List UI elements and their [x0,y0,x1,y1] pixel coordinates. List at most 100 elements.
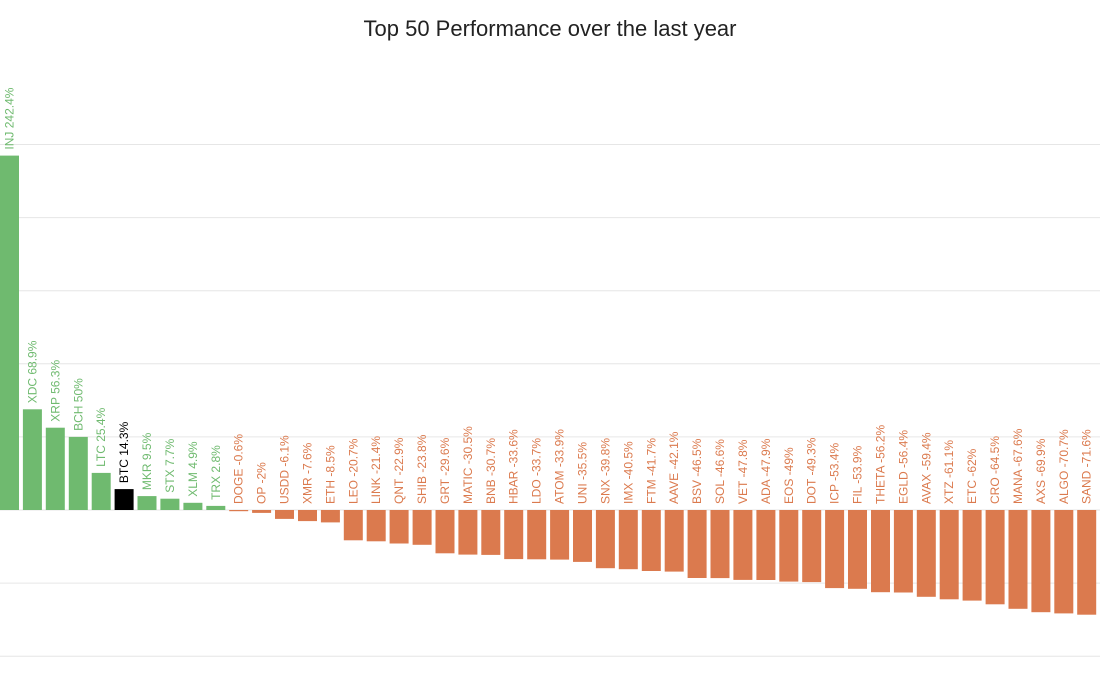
data-label-eos: EOS -49% [782,447,796,504]
bar-leo [343,510,363,541]
data-label-xtz: XTZ -61.1% [942,440,956,504]
bar-fil [848,510,867,589]
data-label-sand: SAND -71.6% [1080,429,1094,504]
data-label-xlm: XLM 4.9% [186,441,200,497]
bar-xtz [939,510,959,600]
bar-ada [756,510,776,580]
bar-bch [68,436,88,510]
data-label-grt: GRT -29.6% [438,437,452,504]
data-label-avax: AVAX -59.4% [919,432,933,504]
data-label-qnt: QNT -22.9% [392,437,406,504]
data-label-axs: AXS -69.9% [1034,438,1048,504]
bar-ftm [641,510,661,571]
bar-xrp [45,427,65,510]
chart-title: Top 50 Performance over the last year [363,16,737,41]
bar-snx [595,510,615,569]
bar-axs [1031,510,1051,613]
data-label-uni: UNI -35.5% [576,442,590,504]
bar-xlm [183,502,203,510]
data-label-bnb: BNB -30.7% [484,438,498,504]
data-label-btc: BTC 14.3% [117,421,131,483]
data-label-dot: DOT -49.3% [805,437,819,504]
bar-op [252,510,272,513]
data-label-matic: MATIC -30.5% [461,426,475,504]
bar-eth [320,510,340,523]
data-label-vet: VET -47.8% [736,439,750,504]
bar-hbar [504,510,524,560]
bar-uni [573,510,592,562]
bar-atom [550,510,570,560]
data-label-hbar: HBAR -33.6% [507,429,521,504]
bar-shib [412,510,432,545]
bar-inj [0,155,19,510]
bar-qnt [389,510,409,544]
bars [0,155,1097,615]
bar-theta [871,510,890,593]
data-label-algo: ALGO -70.7% [1057,429,1071,504]
bar-mana [1008,510,1028,609]
bar-sol [710,510,730,579]
data-label-xmr: XMR -7.6% [301,442,315,504]
data-label-mkr: MKR 9.5% [140,432,154,490]
data-label-fil: FIL -53.9% [851,445,865,504]
data-label-eth: ETH -8.5% [323,445,337,504]
data-label-stx: STX 7.7% [163,438,177,492]
bar-mkr [137,496,157,510]
bar-cro [985,510,1005,605]
bar-aave [664,510,684,572]
bar-vet [733,510,753,580]
data-label-usdd: USDD -6.1% [278,435,292,504]
bar-eos [779,510,799,582]
gridlines [0,144,1100,657]
data-label-op: OP -2% [255,462,269,504]
bar-btc [114,489,134,510]
data-label-cro: CRO -64.5% [988,436,1002,504]
data-label-bch: BCH 50% [71,378,85,431]
data-label-mana: MANA -67.6% [1011,428,1025,504]
bar-xdc [22,409,42,510]
data-label-link: LINK -21.4% [369,436,383,504]
bar-bnb [481,510,501,555]
bar-stx [160,498,180,510]
data-label-doge: DOGE -0.6% [232,434,246,504]
data-label-inj: INJ 242.4% [3,87,17,149]
bar-icp [825,510,845,589]
data-label-trx: TRX 2.8% [209,445,223,500]
data-label-bsv: BSV -46.5% [690,438,704,504]
data-label-theta: THETA -56.2% [874,425,888,504]
bar-avax [916,510,936,597]
bar-grt [435,510,455,554]
data-label-ftm: FTM -41.7% [644,438,658,504]
data-label-xdc: XDC 68.9% [25,340,39,403]
data-label-egld: EGLD -56.4% [896,430,910,504]
data-label-ltc: LTC 25.4% [94,407,108,466]
bar-imx [618,510,638,570]
data-label-shib: SHIB -23.8% [415,434,429,504]
bar-trx [206,505,226,510]
data-label-atom: ATOM -33.9% [553,429,567,504]
bar-dot [802,510,822,583]
bar-algo [1054,510,1074,614]
bar-etc [962,510,982,601]
data-label-imx: IMX -40.5% [621,441,635,504]
bar-bsv [687,510,707,578]
bar-ltc [91,472,111,510]
bar-xmr [298,510,317,522]
bar-usdd [275,510,294,519]
bar-sand [1077,510,1097,615]
data-label-snx: SNX -39.8% [598,438,612,504]
data-label-xrp: XRP 56.3% [48,360,62,422]
data-label-leo: LEO -20.7% [346,438,360,504]
bar-link [366,510,386,542]
data-label-ldo: LDO -33.7% [530,438,544,504]
bar-ldo [527,510,547,560]
data-label-ada: ADA -47.9% [759,438,773,504]
data-labels: INJ 242.4% XDC 68.9% XRP 56.3% BCH 50% LTC 2… [3,87,1094,504]
bar-egld [893,510,913,593]
data-label-etc: ETC -62% [965,448,979,504]
data-label-aave: AAVE -42.1% [667,431,681,504]
bar-matic [458,510,478,555]
data-label-icp: ICP -53.4% [828,443,842,504]
